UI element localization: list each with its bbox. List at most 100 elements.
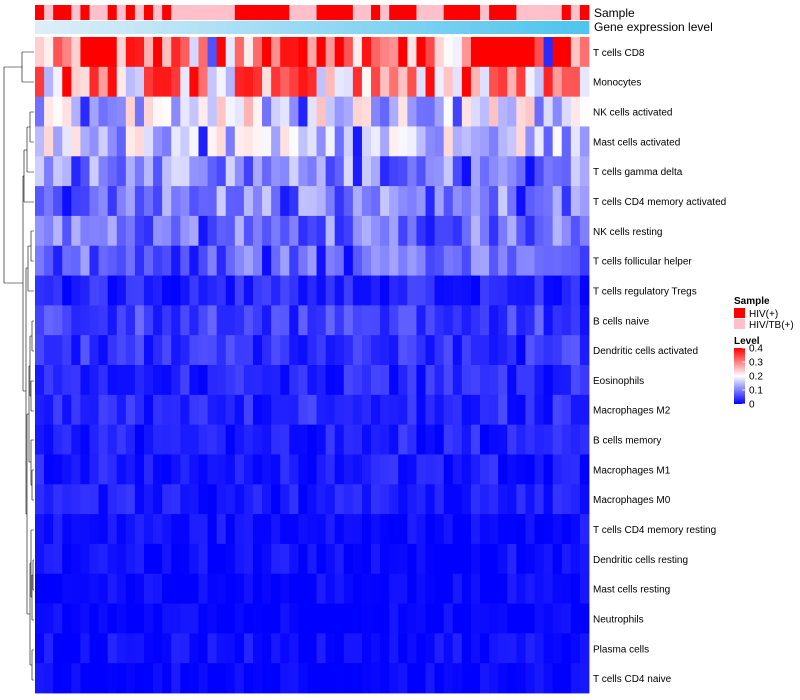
heatmap-cell: [489, 603, 499, 634]
heatmap-cell: [307, 126, 317, 157]
heatmap-cell: [80, 663, 90, 694]
heatmap-cell: [534, 484, 544, 515]
sample-annotation-cell: [507, 5, 517, 20]
sample-annotation-cell: [552, 5, 563, 20]
heatmap-cell: [543, 454, 554, 485]
heatmap-cell: [371, 275, 381, 306]
heatmap-cell: [534, 156, 544, 187]
heatmap-cell: [434, 514, 445, 545]
heatmap-cell: [107, 156, 118, 187]
heatmap-cell: [334, 633, 345, 664]
heatmap-cell: [325, 245, 336, 276]
heatmap-cell: [35, 37, 45, 68]
heatmap-cell: [543, 305, 554, 336]
heatmap-cell: [171, 514, 181, 545]
heatmap-cell: [207, 394, 218, 426]
heatmap-cell: [480, 335, 490, 366]
heatmap-cell: [361, 603, 372, 634]
heatmap-cell: [361, 96, 372, 127]
heatmap-cell: [80, 66, 90, 98]
heatmap-cell: [189, 424, 199, 455]
heatmap-cell: [361, 573, 372, 604]
heatmap-cell: [480, 96, 490, 127]
heatmap-cell: [289, 96, 299, 127]
heatmap-cell: [334, 305, 345, 336]
sample-annotation-cell: [180, 5, 190, 20]
heatmap-cell: [207, 603, 218, 634]
heatmap-cell: [325, 126, 336, 157]
heatmap-cell: [371, 454, 381, 485]
heatmap-cell: [552, 663, 563, 694]
heatmap-cell: [234, 66, 245, 98]
heatmap-cell: [470, 305, 481, 336]
row-label: T cells regulatory Tregs: [593, 287, 697, 298]
heatmap-cell: [452, 156, 463, 187]
heatmap-cell: [180, 424, 190, 455]
heatmap-cell: [425, 37, 435, 68]
heatmap-cell: [298, 126, 308, 157]
heatmap-cell: [271, 96, 281, 127]
heatmap-cell: [134, 424, 145, 455]
heatmap-cell: [434, 245, 445, 276]
heatmap-cell: [389, 215, 399, 247]
heatmap-cell: [234, 305, 245, 336]
heatmap-cell: [134, 96, 145, 127]
sample-annotation-cell: [543, 5, 554, 20]
heatmap-cell: [35, 543, 45, 575]
heatmap-cell: [162, 96, 172, 127]
heatmap-cell: [243, 96, 254, 127]
heatmap-cell: [371, 514, 381, 545]
heatmap-cell: [252, 335, 263, 366]
heatmap-cell: [89, 424, 99, 455]
heatmap-cell: [398, 663, 408, 694]
heatmap-cell: [434, 633, 445, 664]
heatmap-cell: [407, 37, 417, 68]
heatmap-cell: [416, 37, 426, 68]
heatmap-cell: [398, 156, 408, 187]
heatmap-cell: [443, 96, 454, 127]
heatmap-cell: [243, 37, 254, 68]
heatmap-cell: [162, 543, 172, 575]
heatmap-cell: [534, 215, 544, 247]
heatmap-cell: [579, 454, 590, 485]
heatmap-cell: [143, 66, 154, 98]
heatmap-cell: [62, 514, 72, 545]
row-label: Plasma cells: [593, 644, 649, 655]
heatmap-cell: [89, 454, 99, 485]
heatmap-cell: [171, 126, 181, 157]
heatmap-cell: [552, 454, 563, 485]
heatmap-cell: [280, 37, 290, 68]
heatmap-cell: [62, 305, 72, 336]
heatmap-cell: [207, 37, 218, 68]
heatmap-cell: [207, 66, 218, 98]
heatmap-cell: [53, 335, 63, 366]
heatmap-cell: [252, 424, 263, 455]
heatmap-cell: [180, 66, 190, 98]
sample-annotation-cell: [189, 5, 199, 20]
heatmap-cell: [343, 514, 354, 545]
heatmap-cell: [53, 424, 63, 455]
heatmap-cell: [198, 633, 208, 664]
heatmap-cell: [234, 335, 245, 366]
heatmap-cell: [579, 335, 590, 366]
heatmap-cell: [543, 514, 554, 545]
heatmap-cell: [134, 245, 145, 276]
heatmap-cell: [434, 37, 445, 68]
heatmap-cell: [35, 663, 45, 694]
heatmap-cell: [71, 633, 81, 664]
expression-annotation-cell: [262, 21, 272, 34]
heatmap-cell: [243, 394, 254, 426]
heatmap-cell: [298, 603, 308, 634]
heatmap-cell: [516, 484, 526, 515]
heatmap-cell: [35, 514, 45, 545]
heatmap-cell: [516, 215, 526, 247]
heatmap-cell: [71, 96, 81, 127]
heatmap-cell: [398, 514, 408, 545]
heatmap-cell: [516, 156, 526, 187]
heatmap-cell: [343, 633, 354, 664]
heatmap-cell: [480, 573, 490, 604]
heatmap-cell: [461, 484, 472, 515]
heatmap-cell: [489, 335, 499, 366]
heatmap-cell: [470, 394, 481, 426]
heatmap-cell: [325, 663, 336, 694]
